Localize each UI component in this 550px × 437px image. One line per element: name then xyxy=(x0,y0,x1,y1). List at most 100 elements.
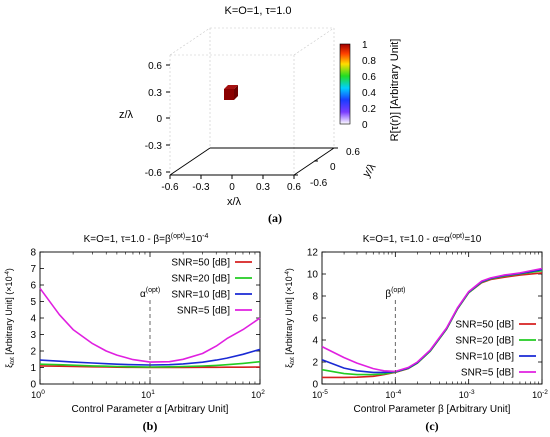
panel-a-zlabel: z/λ xyxy=(119,109,134,121)
panel-c-plot-frame xyxy=(321,251,543,385)
legend-label: SNR=10 [dB] xyxy=(171,290,230,301)
optimum-marker-superscript: (opt) xyxy=(146,287,160,294)
legend-label: SNR=5 [dB] xyxy=(461,368,514,379)
x-tick-exponent: -4 xyxy=(395,389,401,396)
floor-edge xyxy=(169,147,211,176)
colorbar-ticks: 1 0.8 0.6 0.4 0.2 0 xyxy=(362,40,376,131)
panel-a-floor xyxy=(169,147,335,176)
panel-c-ylabel-end: ) xyxy=(284,268,294,271)
x-tick-label: 0.6 xyxy=(287,182,301,193)
panel-a-y-ticks: -0.6 0 0.6 xyxy=(294,147,360,189)
panel-b-y-axis: 0 1 2 3 4 5 6 7 8 xyxy=(30,248,260,391)
y-tick-label: 7 xyxy=(30,264,36,275)
colorbar-tick-label: 1 xyxy=(362,40,368,51)
panel-c-ylabel: ξtot [Arbitrary Unit] (×10-4) xyxy=(284,268,296,368)
panel-c-title-sup1: (opt) xyxy=(450,233,464,240)
panel-c-title-end: =10 xyxy=(464,234,481,245)
z-tick-label: 0 xyxy=(156,114,162,125)
cube-front-face xyxy=(224,89,234,100)
x-tick-base: 10 xyxy=(141,390,151,400)
panel-a-caption: (a) xyxy=(268,211,282,225)
optimum-marker-superscript: (opt) xyxy=(391,287,405,294)
panel-b-legend: SNR=50 [dB] SNR=20 [dB] SNR=10 [dB] SNR=5 [… xyxy=(171,258,252,317)
panel-b-title-main: K=O=1, τ=1.0 - β=β xyxy=(84,234,171,245)
panel-c-series xyxy=(321,267,543,379)
panel-b-ylabel-end: ) xyxy=(4,268,14,271)
panel-a-box xyxy=(169,27,335,175)
y-tick-label: 0 xyxy=(330,162,336,173)
y-tick-label: 3 xyxy=(30,330,36,341)
x-tick-base: 10 xyxy=(459,390,469,400)
y-tick-label: 2 xyxy=(30,347,36,358)
panel-a-ylabel: y/λ xyxy=(361,161,379,180)
y-tick-label: 12 xyxy=(307,248,319,259)
panel-b-ylabel-sup: -4 xyxy=(5,270,11,276)
panel-b-x-axis: 100 101 102 xyxy=(31,252,265,400)
colorbar-label: R[τ(r)] [Arbitrary Unit] xyxy=(389,39,401,142)
x-tick-base: 10 xyxy=(385,390,395,400)
z-tick-label: -0.6 xyxy=(145,168,163,179)
x-tick-label: 0 xyxy=(229,182,235,193)
x-tick-base: 10 xyxy=(532,390,542,400)
x-tick-base: 10 xyxy=(312,390,322,400)
panel-c-annotation: β(opt) xyxy=(385,287,406,384)
x-tick-label: 102 xyxy=(251,389,265,400)
x-tick-base: 10 xyxy=(251,390,261,400)
colorbar-tick-label: 0.6 xyxy=(362,72,376,83)
panel-c-ylabel-sub: tot xyxy=(290,357,296,364)
x-tick-exponent: -2 xyxy=(542,389,548,396)
panel-b-ylabel-rest: [Arbitrary Unit] (×10 xyxy=(4,276,14,357)
panel-a-xlabel: x/λ xyxy=(227,196,242,208)
y-tick-label: 2 xyxy=(312,358,318,369)
x-tick-exponent: -5 xyxy=(322,389,328,396)
box-edge xyxy=(169,27,211,56)
x-tick-exponent: 1 xyxy=(151,389,155,396)
y-tick-label: 5 xyxy=(30,297,36,308)
panel-a-title: K=O=1, τ=1.0 xyxy=(224,5,291,17)
optimum-marker-symbol: β xyxy=(385,289,391,300)
panel-c-title-main: K=O=1, τ=1.0 - α=α xyxy=(363,234,450,245)
panel-c-ylabel-sym: ξ xyxy=(284,364,294,368)
x-tick-label: 100 xyxy=(31,389,45,400)
panel-b-caption: (b) xyxy=(143,419,158,433)
data-point-cube xyxy=(224,85,238,100)
y-tick-label: 8 xyxy=(30,248,36,259)
y-tick-label: 6 xyxy=(30,281,36,292)
legend-label: SNR=50 [dB] xyxy=(455,320,514,331)
box-edge xyxy=(293,27,335,56)
y-tick-label: 4 xyxy=(30,314,36,325)
legend-label: SNR=5 [dB] xyxy=(177,306,230,317)
x-tick-exponent: 2 xyxy=(261,389,265,396)
panel-b-xlabel: Control Parameter α [Arbitrary Unit] xyxy=(72,404,229,415)
panel-b-series xyxy=(39,287,261,369)
panel-a-x-ticks: -0.6 -0.3 0 0.3 0.6 xyxy=(161,175,301,193)
y-tick-label: 0.6 xyxy=(346,147,360,158)
y-tick-label: 6 xyxy=(312,314,318,325)
x-tick-label: -0.6 xyxy=(161,182,179,193)
panel-a: K=O=1, τ=1.0 -0.6 -0.3 xyxy=(119,5,401,225)
y-tick-label: 8 xyxy=(312,292,318,303)
x-tick-label: 10-3 xyxy=(459,389,475,400)
colorbar-tick-label: 0.8 xyxy=(362,56,376,67)
legend-label: SNR=20 [dB] xyxy=(455,336,514,347)
series-line-4 xyxy=(39,287,261,363)
panel-b-annotation: α(opt) xyxy=(140,287,160,384)
panel-b-ylabel: ξtot [Arbitrary Unit] (×10-4) xyxy=(4,268,16,368)
x-tick-label: 0.3 xyxy=(256,182,270,193)
z-tick-label: -0.3 xyxy=(145,141,163,152)
panel-b-title-sup1: (opt) xyxy=(171,233,185,240)
x-tick-base: 10 xyxy=(31,390,41,400)
z-tick-label: 0.3 xyxy=(148,88,162,99)
panel-c-legend: SNR=50 [dB] SNR=20 [dB] SNR=10 [dB] SNR=5 [… xyxy=(455,320,536,379)
colorbar-tick-label: 0.2 xyxy=(362,104,376,115)
x-tick-label: -0.3 xyxy=(192,182,210,193)
x-tick-exponent: -3 xyxy=(469,389,475,396)
x-tick-label: 10-4 xyxy=(385,389,401,400)
x-tick-label: 10-5 xyxy=(312,389,328,400)
legend-label: SNR=10 [dB] xyxy=(455,352,514,363)
series-line-4 xyxy=(321,267,543,373)
panel-b-ylabel-sub: tot xyxy=(10,357,16,364)
y-tick-label: 10 xyxy=(307,270,319,281)
panel-a-z-ticks: 0.6 0.3 0 -0.3 -0.6 xyxy=(145,61,170,179)
